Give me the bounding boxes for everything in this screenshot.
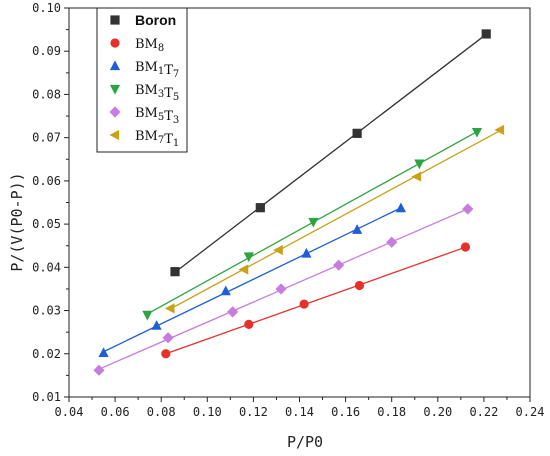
legend-label-part: 5 xyxy=(158,112,164,123)
fit-line-boron xyxy=(174,33,487,273)
data-point-boron xyxy=(170,267,180,277)
data-point-boron xyxy=(255,203,265,213)
data-point-bm7t1 xyxy=(273,244,283,256)
legend-label-part: BM xyxy=(135,83,158,98)
legend-label-part: 1 xyxy=(173,138,179,149)
data-point-bm5t3 xyxy=(462,203,474,215)
data-point-bm3t5 xyxy=(471,127,483,138)
x-tick-label: 0.24 xyxy=(516,405,545,419)
legend-label-bm5t3: BM5T3 xyxy=(135,106,179,126)
legend-label-part: 3 xyxy=(173,115,179,126)
y-tick-label: 0.07 xyxy=(32,131,61,145)
data-point-bm3t5 xyxy=(142,310,153,321)
legend-marker-bm5t3 xyxy=(109,106,121,118)
legend-label-part: 3 xyxy=(158,89,164,100)
data-point-bm1t7 xyxy=(151,320,162,330)
legend-label-boron: Boron xyxy=(135,12,176,28)
data-point-bm8 xyxy=(161,349,171,359)
legend-marker-bm1t7 xyxy=(109,60,121,71)
x-tick-label: 0.18 xyxy=(377,405,406,419)
data-point-bm1t7 xyxy=(352,224,363,234)
legend-label-part: BM xyxy=(135,37,158,52)
data-point-bm3t5 xyxy=(308,217,319,228)
y-tick-label: 0.09 xyxy=(32,44,61,58)
data-point-boron xyxy=(352,128,362,138)
data-point-bm3t5 xyxy=(414,159,425,170)
legend-marker-boron xyxy=(110,15,120,25)
data-point-bm5t3 xyxy=(386,236,398,248)
y-tick-label: 0.01 xyxy=(32,390,61,404)
legend-label-bm7t1: BM7T1 xyxy=(135,129,179,149)
fit-line-bm7t1 xyxy=(170,130,501,310)
axes: 0.04 0.06 0.08 0.10 0.12 0.14 0.16 0.18 0.20 0.22… xyxy=(32,1,544,419)
data-point-bm1t7 xyxy=(395,202,407,213)
data-point-bm7t1 xyxy=(238,264,249,275)
data-points xyxy=(93,29,505,376)
data-point-bm5t3 xyxy=(227,306,239,318)
legend-label-part: 8 xyxy=(158,43,164,54)
x-tick-label: 0.22 xyxy=(469,405,498,419)
data-point-bm7t1 xyxy=(164,303,175,314)
fit-line-bm8 xyxy=(165,246,466,355)
x-tick-label: 0.06 xyxy=(101,405,130,419)
x-tick-label: 0.08 xyxy=(147,405,176,419)
x-tick-label: 0.10 xyxy=(193,405,222,419)
data-point-bm8 xyxy=(244,319,254,329)
y-tick-label: 0.03 xyxy=(32,304,61,318)
y-tick-label: 0.05 xyxy=(32,217,61,231)
data-point-bm5t3 xyxy=(162,332,174,344)
legend-label-part: T xyxy=(164,132,173,147)
data-point-boron xyxy=(481,29,491,39)
x-tick-label: 0.12 xyxy=(239,405,268,419)
legend-label-part: BM xyxy=(135,129,158,144)
legend-label-part: BM xyxy=(135,60,158,75)
legend-label-part: 7 xyxy=(158,135,164,146)
x-tick-label: 0.14 xyxy=(285,405,314,419)
legend-box xyxy=(96,7,188,153)
legend-label-part: T xyxy=(164,109,173,124)
x-axis-label: P/P0 xyxy=(287,433,323,451)
legend-label-bm8: BM8 xyxy=(135,37,164,54)
data-point-bm1t7 xyxy=(301,247,312,258)
data-point-bm7t1 xyxy=(494,124,505,135)
y-axis-label: P/(V(P0-P)) xyxy=(8,172,26,271)
data-point-bm5t3 xyxy=(275,283,287,295)
legend-label-part: T xyxy=(164,63,173,78)
legend-marker-bm8 xyxy=(110,38,120,48)
legend-marker-bm7t1 xyxy=(109,129,120,141)
y-tick-label: 0.06 xyxy=(32,174,61,188)
legend-label-part: 1 xyxy=(158,66,164,77)
y-tick-label: 0.10 xyxy=(32,1,61,15)
legend-marker-bm3t5 xyxy=(109,84,121,95)
data-point-bm3t5 xyxy=(243,252,254,263)
x-tick-label: 0.16 xyxy=(331,405,360,419)
x-tick-label: 0.04 xyxy=(55,405,84,419)
legend-label-part: T xyxy=(164,86,173,101)
data-point-bm8 xyxy=(354,280,365,291)
y-tick-label: 0.02 xyxy=(32,347,61,361)
legend-label-bm3t5: BM3T5 xyxy=(135,83,179,103)
data-point-bm8 xyxy=(460,242,471,252)
data-point-bm5t3 xyxy=(333,259,345,271)
y-tick-label: 0.08 xyxy=(32,87,61,101)
x-tick-label: 0.20 xyxy=(423,405,452,419)
legend-label-part: BM xyxy=(135,106,158,121)
data-point-bm7t1 xyxy=(411,171,422,182)
legend-label-bm1t7: BM1T7 xyxy=(135,60,179,80)
data-point-bm5t3 xyxy=(93,364,105,376)
data-point-bm1t7 xyxy=(98,347,109,358)
legend-label-part: 7 xyxy=(173,69,179,80)
data-point-bm1t7 xyxy=(220,285,231,296)
y-tick-label: 0.04 xyxy=(32,260,61,274)
data-point-bm8 xyxy=(299,299,309,309)
legend-label-part: 5 xyxy=(173,92,179,103)
